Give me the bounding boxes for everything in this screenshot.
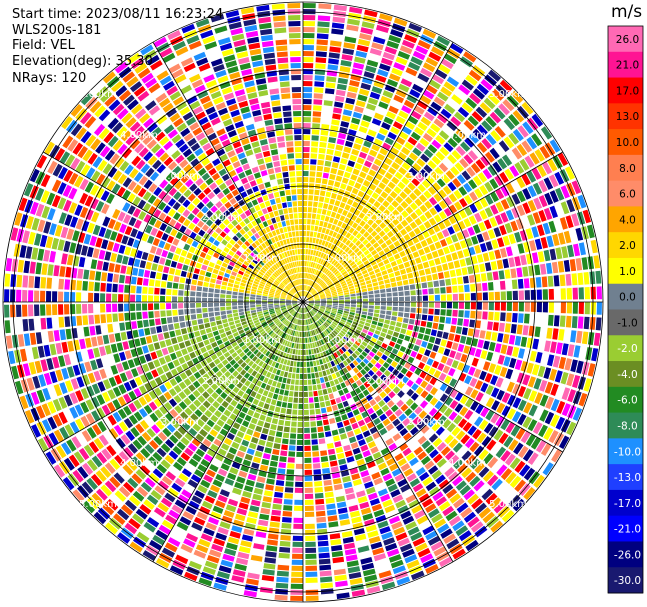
colorbar-tick-label: -21.0 <box>614 524 641 536</box>
colorbar-ticks: 26.0 21.0 17.0 13.0 10.0 8.0 6.0 4.0 2.0 1.0 0.0 -1… <box>614 34 641 587</box>
colorbar-cell <box>608 206 643 233</box>
colorbar-cell <box>608 361 643 388</box>
range-label: 2.00km <box>202 376 240 387</box>
elevation-label: Elevation(deg): 35.30 <box>12 54 153 69</box>
field-label: Field: VEL <box>12 38 75 53</box>
range-label: 3.00km <box>407 171 445 182</box>
range-label: 2.00km <box>202 212 240 223</box>
velocity-cell <box>144 304 400 461</box>
colorbar-cell <box>608 438 643 465</box>
colorbar-tick-label: -10.0 <box>614 446 641 458</box>
velocity-cell <box>4 3 596 589</box>
colorbar-cell <box>608 541 643 568</box>
colorbar-cells <box>607 25 644 594</box>
colorbar-cell <box>608 180 643 207</box>
range-label: 4.00km <box>120 130 158 141</box>
colorbar-tick-label: 13.0 <box>616 111 639 123</box>
colorbar-tick-label: 26.0 <box>616 34 639 46</box>
colorbar-tick-label: -1.0 <box>617 317 638 329</box>
colorbar-tick-label: -8.0 <box>617 420 638 432</box>
colorbar-cell <box>608 232 643 259</box>
colorbar-cell <box>608 309 643 336</box>
colorbar-cell <box>608 283 643 310</box>
colorbar-cell <box>608 77 643 104</box>
azimuth-spoke <box>42 301 304 453</box>
colorbar-tick-label: -2.0 <box>617 343 638 355</box>
azimuth-spokes <box>3 2 603 602</box>
colorbar-unit: m/s <box>611 2 643 22</box>
colorbar-cell <box>608 257 643 285</box>
azimuth-spoke <box>302 151 564 303</box>
start-time-label: Start time: 2023/08/11 16:23:24 <box>12 7 224 22</box>
colorbar-cell <box>608 489 643 517</box>
azimuth-spoke <box>302 301 564 453</box>
colorbar-frame <box>607 25 644 594</box>
colorbar-cell <box>608 129 643 156</box>
colorbar-cell <box>608 464 643 491</box>
colorbar-cell <box>608 412 643 439</box>
colorbar-tick-label: 0.0 <box>619 292 636 304</box>
azimuth-spoke <box>152 301 304 563</box>
velocity-cell <box>8 24 603 591</box>
range-label: 4.00km <box>448 458 486 469</box>
colorbar-tick-label: -30.0 <box>614 575 641 587</box>
velocity-cell <box>150 279 446 335</box>
azimuth-spoke <box>302 301 454 563</box>
colorbar-tick-label: 6.0 <box>619 189 636 201</box>
range-label: 5.00km <box>79 499 117 510</box>
range-label: 4.00km <box>120 458 158 469</box>
azimuth-spoke <box>152 41 304 303</box>
colorbar-tick-label: -6.0 <box>617 395 638 407</box>
colorbar-tick-label: 1.0 <box>619 266 636 278</box>
colorbar-tick-label: -4.0 <box>617 369 638 381</box>
colorbar-cell <box>608 103 643 130</box>
colorbar-tick-label: 8.0 <box>619 163 636 175</box>
range-label: 1.00km <box>325 253 363 264</box>
range-label: 2.00km <box>366 376 404 387</box>
colorbar-cell <box>608 515 643 542</box>
range-label: 1.00km <box>243 253 281 264</box>
range-label: 5.00km <box>489 89 527 100</box>
colorbar-tick-label: 2.0 <box>619 240 636 252</box>
range-label: 3.00km <box>161 171 199 182</box>
azimuth-spoke <box>42 151 304 303</box>
velocity-cell <box>11 4 590 596</box>
range-label: 2.00km <box>366 212 404 223</box>
range-labels: 1.00km 1.00km 1.00km 1.00km 2.00km 2.00km 2.00… <box>79 89 527 510</box>
azimuth-spoke <box>302 41 454 303</box>
instrument-label: WLS200s-181 <box>12 23 102 38</box>
nrays-label: NRays: 120 <box>12 71 87 86</box>
range-label: 5.00km <box>79 89 117 100</box>
colorbar-cell <box>608 51 643 79</box>
velocity-cell <box>13 7 601 586</box>
colorbar-cell <box>608 154 643 182</box>
colorbar-tick-label: 17.0 <box>616 85 639 97</box>
velocity-cell <box>4 4 599 592</box>
range-label: 1.00km <box>325 335 363 346</box>
colorbar-tick-label: -26.0 <box>614 549 641 561</box>
colorbar-cell <box>608 26 643 53</box>
colorbar-tick-label: -13.0 <box>614 472 641 484</box>
range-label: 5.00km <box>489 499 527 510</box>
range-label: 3.00km <box>161 417 199 428</box>
range-label: 4.00km <box>448 130 486 141</box>
colorbar-tick-label: 21.0 <box>616 60 639 72</box>
colorbar-tick-label: 10.0 <box>616 137 639 149</box>
colorbar-cell <box>608 567 643 594</box>
range-label: 1.00km <box>243 335 281 346</box>
colorbar-tick-label: -17.0 <box>614 498 641 510</box>
colorbar-tick-label: 4.0 <box>619 214 636 226</box>
colorbar-cell <box>608 335 643 362</box>
range-label: 3.00km <box>407 417 445 428</box>
colorbar-cell <box>608 386 643 414</box>
